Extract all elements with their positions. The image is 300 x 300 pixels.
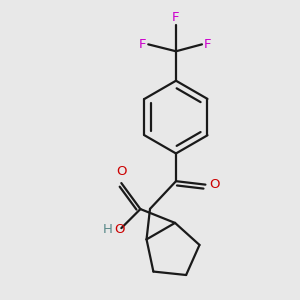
Text: F: F	[139, 38, 146, 51]
Text: O: O	[114, 223, 125, 236]
Text: H: H	[103, 223, 113, 236]
Text: F: F	[172, 11, 180, 24]
Text: O: O	[210, 178, 220, 191]
Text: F: F	[204, 38, 211, 51]
Text: O: O	[116, 165, 127, 178]
